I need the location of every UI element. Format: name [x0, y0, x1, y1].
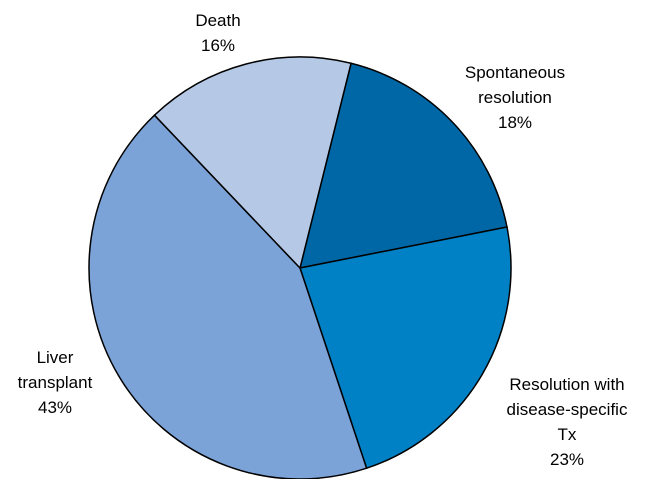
value-label: 23% — [549, 450, 585, 469]
slice-label: Liver transplant 43% — [5, 345, 105, 420]
pie-slice — [153, 56, 352, 270]
category-label: Liver transplant — [17, 348, 93, 392]
slice-label: Spontaneous resolution 18% — [455, 60, 575, 135]
category-label: Resolution with disease-specific Tx — [506, 375, 628, 444]
value-label: 43% — [37, 398, 73, 417]
category-label: Death — [195, 11, 241, 30]
value-label: 18% — [497, 113, 533, 132]
slice-label: Resolution with disease-specific Tx 23% — [497, 372, 637, 472]
pie-slice — [298, 62, 508, 269]
pie-slice — [299, 226, 512, 470]
slice-label: Death 16% — [168, 8, 268, 58]
value-label: 16% — [200, 36, 236, 55]
category-label: Spontaneous resolution — [464, 63, 566, 107]
